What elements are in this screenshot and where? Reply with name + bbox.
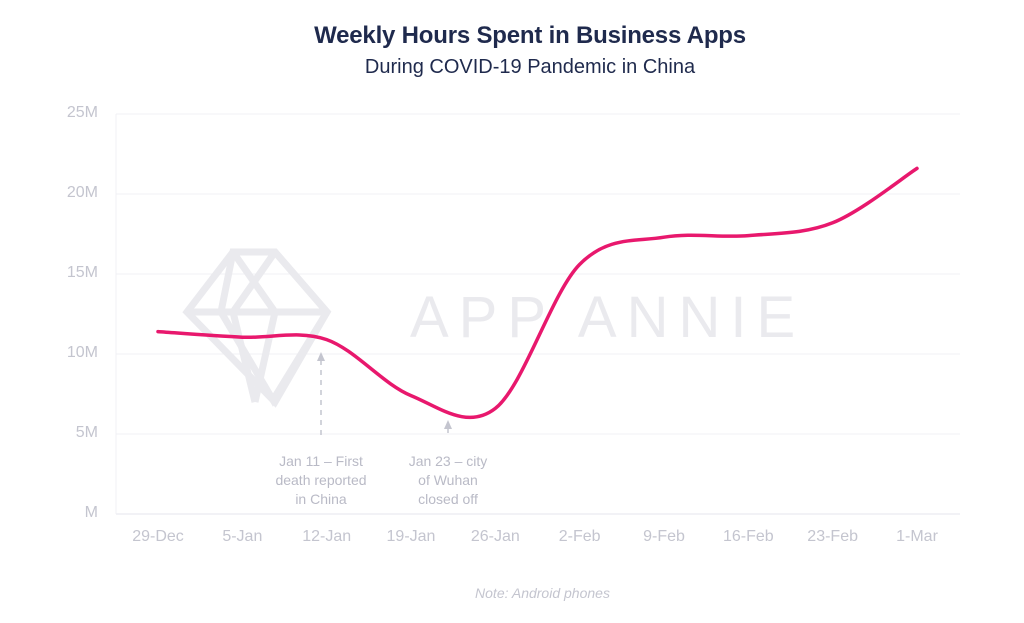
chart-subtitle: During COVID-19 Pandemic in China <box>364 56 696 78</box>
y-tick-label: 15M <box>66 264 98 281</box>
y-tick-label: 25M <box>66 104 98 121</box>
x-tick-label: 12-Jan <box>302 528 352 545</box>
x-tick-label: 16-Feb <box>722 528 774 545</box>
x-tick-label: 23-Feb <box>807 528 858 545</box>
diamond-logo-icon <box>182 248 332 408</box>
y-tick-label: 5M <box>75 424 98 441</box>
x-tick-label: 5-Jan <box>222 528 263 545</box>
gridlines <box>115 113 960 515</box>
annotation-text: Jan 23 – city of Wuhan closed off <box>408 453 488 507</box>
y-tick-label: M <box>84 504 98 521</box>
chart-note: Note: Android phones <box>475 585 610 601</box>
x-tick-label: 19-Jan <box>386 528 436 545</box>
x-tick-label: 29-Dec <box>132 528 184 545</box>
y-tick-label: 20M <box>66 184 98 201</box>
x-tick-label: 1-Mar <box>896 528 938 545</box>
annotation-arrows <box>317 352 452 438</box>
chart-title: Weekly Hours Spent in Business Apps <box>314 22 746 49</box>
x-tick-label: 9-Feb <box>643 528 685 545</box>
x-tick-label: 2-Feb <box>558 528 601 545</box>
arrow-up-icon <box>444 420 452 429</box>
series-line <box>156 166 919 420</box>
x-tick-label: 26-Jan <box>470 528 520 545</box>
annotation-text: Jan 11 – First death reported in China <box>275 453 367 507</box>
app-annie-watermark: APP ANNIE <box>182 248 805 408</box>
svg-text:APP ANNIE: APP ANNIE <box>410 285 805 350</box>
y-tick-label: 10M <box>66 344 98 361</box>
arrow-up-icon <box>317 352 325 361</box>
